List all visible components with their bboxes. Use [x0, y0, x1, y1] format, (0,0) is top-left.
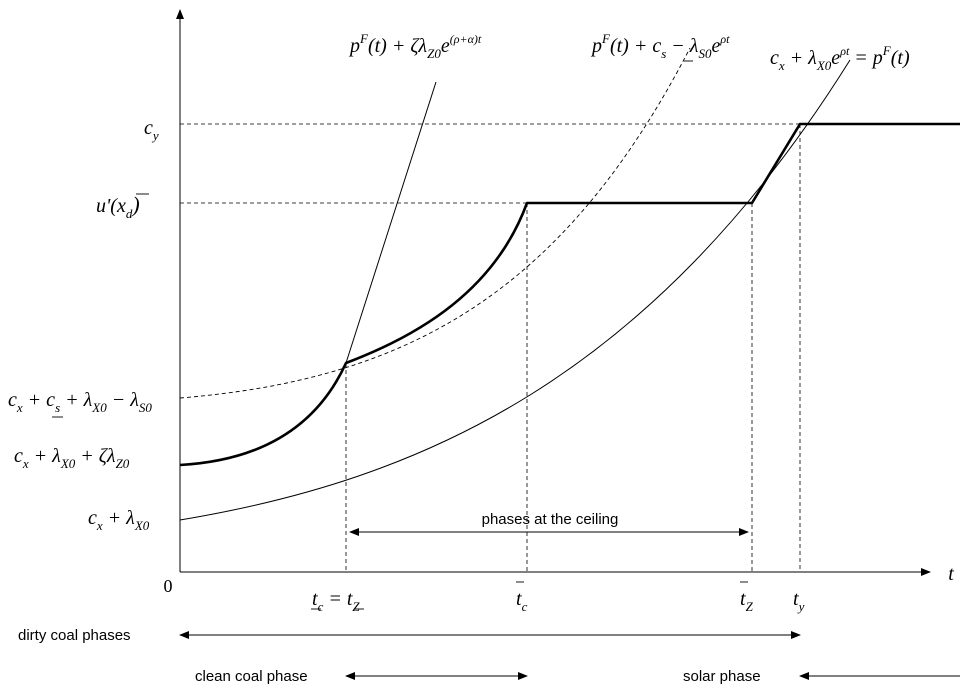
svg-text:cx + cs + λX0 − λS0: cx + cs + λX0 − λS0 — [8, 389, 152, 415]
y-label-u-prime: u'(xd) — [96, 192, 149, 221]
curve-label-thin: cx + λX0eρt = pF(t) — [770, 43, 910, 73]
curve-dashed — [179, 47, 691, 399]
svg-text:cx + λX0: cx + λX0 — [88, 507, 150, 533]
ceiling-label: phases at the ceiling — [482, 511, 619, 528]
svg-text:cy: cy — [144, 117, 159, 143]
x-tick-t1: tc = tZ — [311, 588, 364, 614]
y-label-lvl2: cx + λX0 + ζλZ0 — [14, 445, 130, 471]
svg-text:tc = tZ: tc = tZ — [312, 588, 360, 614]
optimal-path — [179, 122, 960, 467]
svg-text:u'(xd): u'(xd) — [96, 192, 140, 221]
y-label-lvl1: cx + cs + λX0 − λS0 — [8, 389, 152, 418]
y-label-cy: cy — [144, 117, 159, 143]
x-axis-label: t — [948, 563, 954, 585]
curve-thin — [179, 59, 851, 521]
origin-label: 0 — [164, 576, 173, 596]
svg-text:cx + λX0eρt = pF(t): cx + λX0eρt = pF(t) — [770, 43, 910, 73]
curve-label-dashed: pF(t) + cs − λS0eρt — [590, 31, 730, 62]
x-tick-t4: ty — [793, 588, 805, 614]
x-tick-t2: tc — [516, 581, 528, 614]
phase-label-dirty: dirty coal phases — [18, 627, 131, 644]
svg-text:cx + λX0 + ζλZ0: cx + λX0 + ζλZ0 — [14, 445, 130, 471]
svg-text:pF(t) + ζλZ0e(ρ+α)t: pF(t) + ζλZ0e(ρ+α)t — [348, 31, 482, 61]
y-label-lvl3: cx + λX0 — [88, 507, 150, 533]
curve-steep-lower — [180, 363, 346, 465]
phase-label-solar: solar phase — [683, 668, 761, 685]
x-tick-t3: tZ — [740, 581, 754, 614]
curve-label-steep: pF(t) + ζλZ0e(ρ+α)t — [348, 31, 482, 61]
svg-text:pF(t) + cs − λS0eρt: pF(t) + cs − λS0eρt — [590, 31, 730, 61]
curve-steep — [345, 81, 437, 364]
phase-label-clean: clean coal phase — [195, 668, 308, 685]
svg-text:ty: ty — [793, 588, 805, 614]
svg-text:tZ: tZ — [740, 588, 754, 614]
svg-text:tc: tc — [516, 588, 528, 614]
